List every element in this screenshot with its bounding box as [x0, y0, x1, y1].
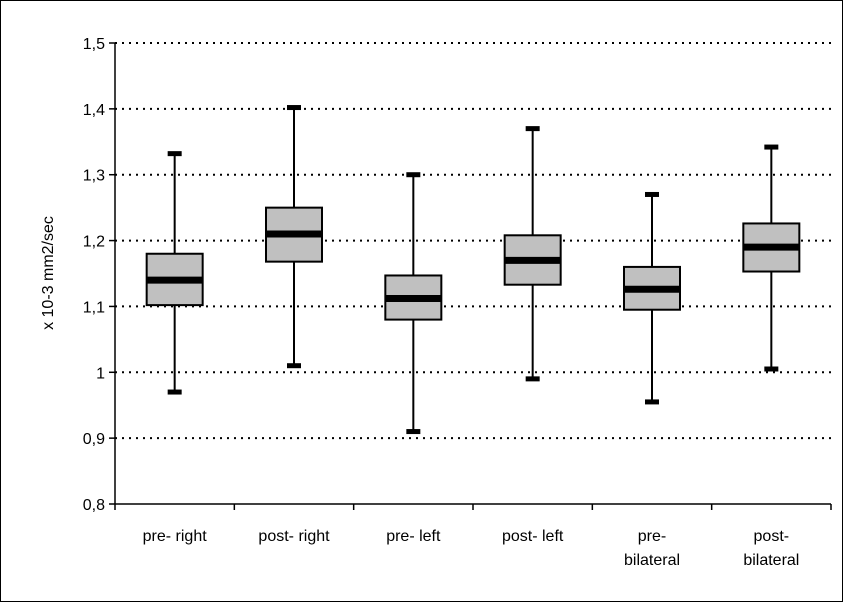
- box-4: [623, 191, 681, 405]
- y-tick-label: 1,2: [83, 234, 105, 251]
- x-category-label-line: pre- right: [143, 528, 208, 545]
- y-tick-label: 1,3: [83, 168, 105, 185]
- x-category-label-line: bilateral: [624, 552, 680, 569]
- box-3: [503, 126, 562, 382]
- box-1: [265, 105, 323, 369]
- y-tick-labels: 0,8 0,9 1 1,1 1,2 1,3 1,4 1,5: [83, 36, 105, 514]
- box-5: [742, 144, 801, 372]
- y-tick-label: 0,9: [83, 431, 105, 448]
- y-tick-label: 1: [96, 365, 105, 382]
- y-tick-label: 1,4: [83, 102, 105, 119]
- axes: [109, 42, 832, 510]
- boxes: [145, 105, 801, 435]
- x-category-label: post- left: [502, 528, 564, 545]
- x-category-label-line: pre-: [638, 528, 666, 545]
- y-tick-label: 1,5: [83, 36, 105, 53]
- y-axis-title: x 10-3 mm2/sec: [40, 216, 57, 330]
- y-tick-label: 1,1: [83, 299, 105, 316]
- y-tick-label: 0,8: [83, 497, 105, 514]
- x-category-label: post-bilateral: [743, 528, 799, 569]
- x-category-label-line: pre- left: [386, 528, 441, 545]
- x-category-label: pre-bilateral: [624, 528, 680, 569]
- x-category-label-line: bilateral: [743, 552, 799, 569]
- box-0: [145, 151, 204, 395]
- box-2: [384, 172, 443, 435]
- gridlines: [115, 42, 831, 440]
- x-category-label-line: post- left: [502, 528, 564, 545]
- x-category-label-line: post-: [754, 528, 790, 545]
- x-category-label: post- right: [258, 528, 330, 545]
- x-category-label: pre- right: [143, 528, 208, 545]
- x-category-labels: pre- right post- right pre- left post- left…: [143, 528, 800, 569]
- x-category-label: pre- left: [386, 528, 441, 545]
- x-category-label-line: post- right: [258, 528, 330, 545]
